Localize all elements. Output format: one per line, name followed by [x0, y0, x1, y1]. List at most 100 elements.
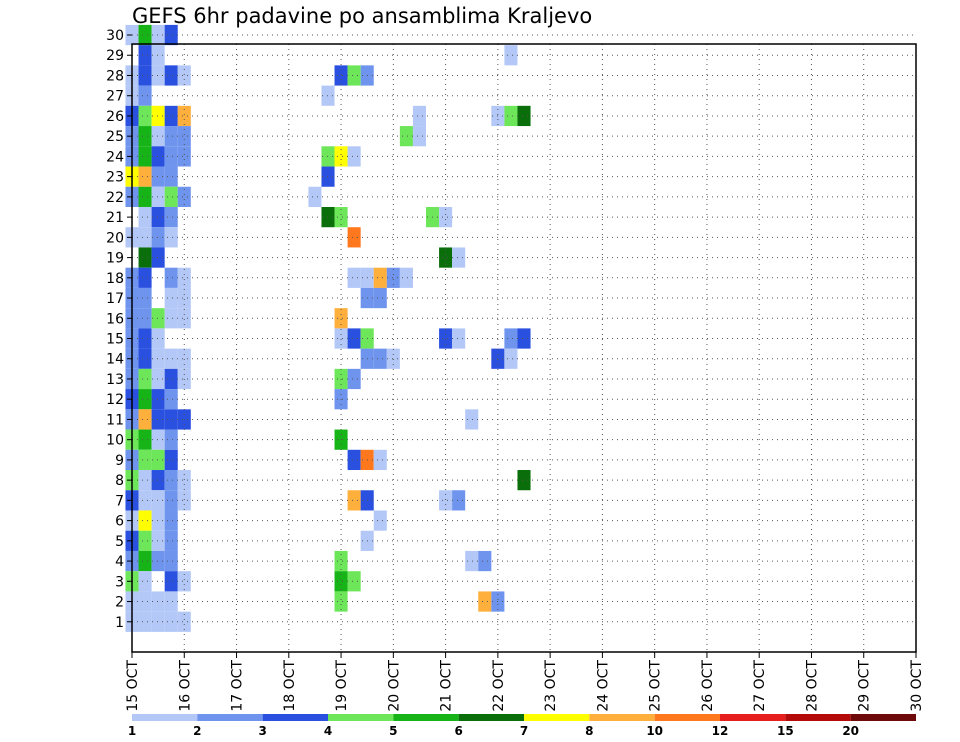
heatmap-cell [151, 510, 165, 531]
heatmap-cell [334, 328, 348, 349]
heatmap-cell [151, 247, 165, 268]
heatmap-cell [478, 550, 492, 572]
heatmap-cell [334, 571, 348, 592]
heatmap-cell [138, 328, 152, 349]
y-tick-label: 5 [115, 534, 124, 550]
colorbar-segment [328, 714, 394, 721]
heatmap-cell [452, 247, 466, 268]
heatmap-cell [151, 105, 165, 127]
x-tick-label: 17 OCT [230, 660, 246, 712]
heatmap-cell [138, 470, 152, 491]
y-tick-label: 20 [106, 230, 124, 246]
heatmap-cell [439, 328, 453, 349]
heatmap-cell [138, 267, 152, 288]
y-tick-label: 15 [106, 332, 124, 348]
x-tick-label: 16 OCT [177, 660, 193, 712]
colorbar-segment [850, 714, 916, 721]
heatmap-cell [164, 550, 178, 572]
y-tick-label: 8 [115, 473, 124, 489]
colorbar-label: 15 [777, 724, 794, 738]
y-tick-label: 22 [106, 190, 124, 206]
heatmap-cell [138, 591, 152, 612]
colorbar-segment [589, 714, 655, 721]
heatmap-cell [164, 449, 178, 471]
colorbar-label: 6 [454, 724, 462, 738]
colorbar: 1 2 3 4 5 6 7 8 10 12 15 20 [128, 714, 916, 738]
heatmap-cell [177, 348, 191, 369]
heatmap-cell [151, 328, 165, 349]
y-tick-label: 28 [106, 68, 124, 84]
heatmap-cell [138, 45, 152, 66]
heatmap-cell [138, 611, 152, 632]
heatmap-cell [151, 611, 165, 632]
heatmap-cell [164, 611, 178, 632]
colorbar-segment [654, 714, 720, 721]
colorbar-segment [393, 714, 459, 721]
heatmap-cell [347, 490, 361, 511]
y-tick-label: 23 [106, 170, 124, 186]
heatmap-cell [164, 591, 178, 612]
y-tick-label: 14 [106, 352, 124, 368]
heatmap-cell [138, 449, 152, 471]
colorbar-label: 12 [712, 724, 729, 738]
colorbar-segment [132, 714, 198, 721]
heatmap-cell [177, 611, 191, 632]
heatmap-cell [151, 449, 165, 471]
heatmap-cell [334, 146, 348, 167]
heatmap-cell [334, 65, 348, 86]
y-tick-label: 10 [106, 433, 124, 449]
heatmap-cell [177, 571, 191, 592]
heatmap-cell [177, 186, 191, 207]
y-tick-label: 1 [115, 615, 124, 631]
heatmap-cell [164, 24, 178, 46]
heatmap-cell [321, 85, 335, 106]
y-tick-label: 6 [115, 514, 124, 530]
heatmap-cell [164, 227, 178, 248]
colorbar-segment [785, 714, 851, 721]
heatmap-cell [334, 206, 348, 228]
heatmap-cell [151, 24, 165, 46]
chart-title: GEFS 6hr padavine po ansamblima Kraljevo [132, 4, 593, 28]
heatmap-cell [517, 105, 531, 127]
heatmap-cell [177, 267, 191, 288]
heatmap-cell [138, 24, 152, 46]
x-tick-label: 23 OCT [543, 660, 559, 712]
heatmap-cell [321, 206, 335, 228]
colorbar-segment [197, 714, 263, 721]
heatmap-cell [177, 126, 191, 147]
colorbar-label: 4 [324, 724, 332, 738]
colorbar-label: 7 [520, 724, 528, 738]
x-tick-label: 20 OCT [386, 660, 402, 712]
heatmap-cell [439, 490, 453, 511]
y-tick-label: 9 [115, 453, 124, 469]
heatmap-cell [151, 368, 165, 390]
heatmap-cell [478, 591, 492, 612]
heatmap-cell [373, 510, 387, 531]
y-tick-label: 12 [106, 392, 124, 408]
heatmap-cell [138, 105, 152, 127]
heatmap-cell [164, 186, 178, 207]
heatmap-cell [334, 591, 348, 612]
heatmap-cell [151, 389, 165, 410]
x-tick-label: 29 OCT [857, 660, 873, 712]
heatmap-cell [177, 287, 191, 309]
colorbar-label: 8 [585, 724, 593, 738]
y-tick-label: 7 [115, 493, 124, 509]
heatmap-cell [504, 45, 518, 66]
heatmap-cell [151, 470, 165, 491]
heatmap-cell [347, 449, 361, 471]
heatmap-cell [373, 267, 387, 288]
x-tick-label: 22 OCT [491, 660, 507, 712]
heatmap-cell [177, 105, 191, 127]
heatmap-cell [399, 267, 413, 288]
heatmap-cell [164, 571, 178, 592]
heatmap-cell [138, 65, 152, 86]
y-tick-label: 30 [106, 28, 124, 44]
heatmap-cell [138, 530, 152, 551]
heatmap-cell [138, 429, 152, 450]
heatmap-cell [334, 308, 348, 329]
heatmap-cell [164, 267, 178, 288]
heatmap-cell [151, 591, 165, 612]
colorbar-segment [458, 714, 524, 721]
heatmap-cell [439, 206, 453, 228]
